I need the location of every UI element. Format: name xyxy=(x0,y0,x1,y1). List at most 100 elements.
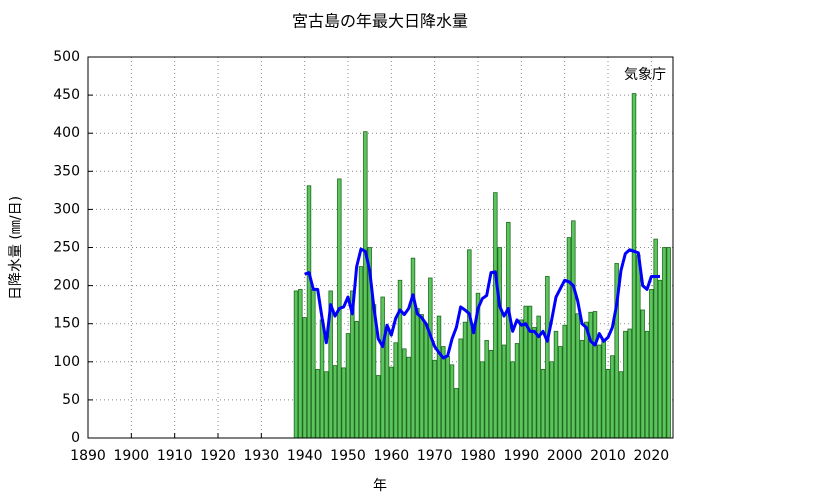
y-axis-label: 日降水量 (㎜/日) xyxy=(8,196,24,300)
bar xyxy=(397,279,403,439)
bar xyxy=(666,247,671,439)
bar xyxy=(458,338,463,439)
x-tick-label: 1970 xyxy=(417,448,453,464)
x-tick-label: 2020 xyxy=(634,448,670,464)
moving-average-line xyxy=(304,247,660,360)
bar xyxy=(649,289,654,439)
bar xyxy=(480,361,485,439)
bar xyxy=(644,330,650,439)
bar xyxy=(441,346,446,439)
y-tick-label: 200 xyxy=(53,278,80,294)
bar xyxy=(575,313,580,439)
x-tick-label: 1940 xyxy=(287,448,323,464)
bar xyxy=(358,266,364,439)
bar xyxy=(384,327,390,439)
bar xyxy=(341,367,346,439)
bar xyxy=(488,349,494,439)
bar xyxy=(302,317,307,439)
x-tick-label: 1980 xyxy=(460,448,496,464)
bar xyxy=(428,277,433,439)
bar xyxy=(497,247,502,439)
bar xyxy=(571,220,576,439)
bar xyxy=(454,388,459,439)
bar xyxy=(393,342,398,439)
y-tick-label: 400 xyxy=(53,125,80,141)
bar xyxy=(545,276,550,439)
bar xyxy=(306,185,312,439)
bar xyxy=(532,327,537,439)
bar xyxy=(345,333,351,439)
bar xyxy=(332,365,338,439)
y-tick-label: 50 xyxy=(62,392,80,408)
bar xyxy=(510,361,515,439)
y-tick-label: 450 xyxy=(53,87,80,103)
bar xyxy=(402,348,407,439)
bar xyxy=(293,290,299,439)
bar xyxy=(363,131,368,439)
bar xyxy=(588,311,593,439)
bar xyxy=(410,257,416,439)
x-tick-label: 2010 xyxy=(590,448,626,464)
bar xyxy=(376,375,381,439)
x-tick-label: 1890 xyxy=(70,448,106,464)
x-tick-label: 1990 xyxy=(504,448,540,464)
bar xyxy=(467,249,472,439)
bar xyxy=(423,323,429,439)
y-tick-label: 250 xyxy=(53,240,80,256)
plot-frame xyxy=(87,56,674,439)
x-tick-label: 1930 xyxy=(244,448,280,464)
bar xyxy=(558,346,563,439)
bar xyxy=(662,247,667,439)
x-tick-label: 1910 xyxy=(157,448,193,464)
bar xyxy=(540,369,546,439)
bar xyxy=(315,369,320,439)
bar xyxy=(601,340,606,439)
bar xyxy=(311,289,316,439)
bar xyxy=(354,321,359,439)
bar xyxy=(514,343,520,439)
x-axis-label: 年 xyxy=(373,478,387,494)
bar xyxy=(657,279,663,439)
bar xyxy=(445,356,450,439)
bar xyxy=(380,296,385,439)
x-tick-label: 1920 xyxy=(200,448,236,464)
x-tick-label: 1950 xyxy=(330,448,366,464)
x-tick-label: 1960 xyxy=(374,448,410,464)
y-tick-label: 500 xyxy=(53,49,80,65)
bar xyxy=(471,323,476,439)
bar xyxy=(501,344,507,439)
annotation: 気象庁 xyxy=(624,67,666,83)
y-tick-label: 0 xyxy=(71,430,80,446)
bar xyxy=(389,366,394,439)
bar xyxy=(579,340,585,439)
bar xyxy=(562,324,567,439)
bar xyxy=(566,237,572,439)
x-tick-label: 2000 xyxy=(547,448,583,464)
bar xyxy=(319,319,325,439)
y-tick-label: 150 xyxy=(53,316,80,332)
bar xyxy=(298,289,303,439)
bar xyxy=(631,93,637,439)
bar xyxy=(627,328,632,439)
bar xyxy=(484,340,489,439)
bar xyxy=(592,311,598,439)
bar xyxy=(553,330,559,439)
bar xyxy=(432,359,437,439)
bar xyxy=(618,371,624,439)
bar xyxy=(597,344,602,439)
bar xyxy=(605,369,611,439)
bar xyxy=(623,330,628,439)
y-tick-label: 100 xyxy=(53,354,80,370)
bar xyxy=(527,305,533,439)
y-tick-label: 300 xyxy=(53,201,80,217)
bar xyxy=(462,321,468,439)
bar xyxy=(449,364,455,439)
bar xyxy=(406,356,411,439)
x-tick-label: 1900 xyxy=(114,448,150,464)
bar xyxy=(640,309,645,439)
bar xyxy=(419,314,424,439)
bar xyxy=(506,221,511,439)
bar xyxy=(493,192,498,439)
bar xyxy=(549,361,554,439)
